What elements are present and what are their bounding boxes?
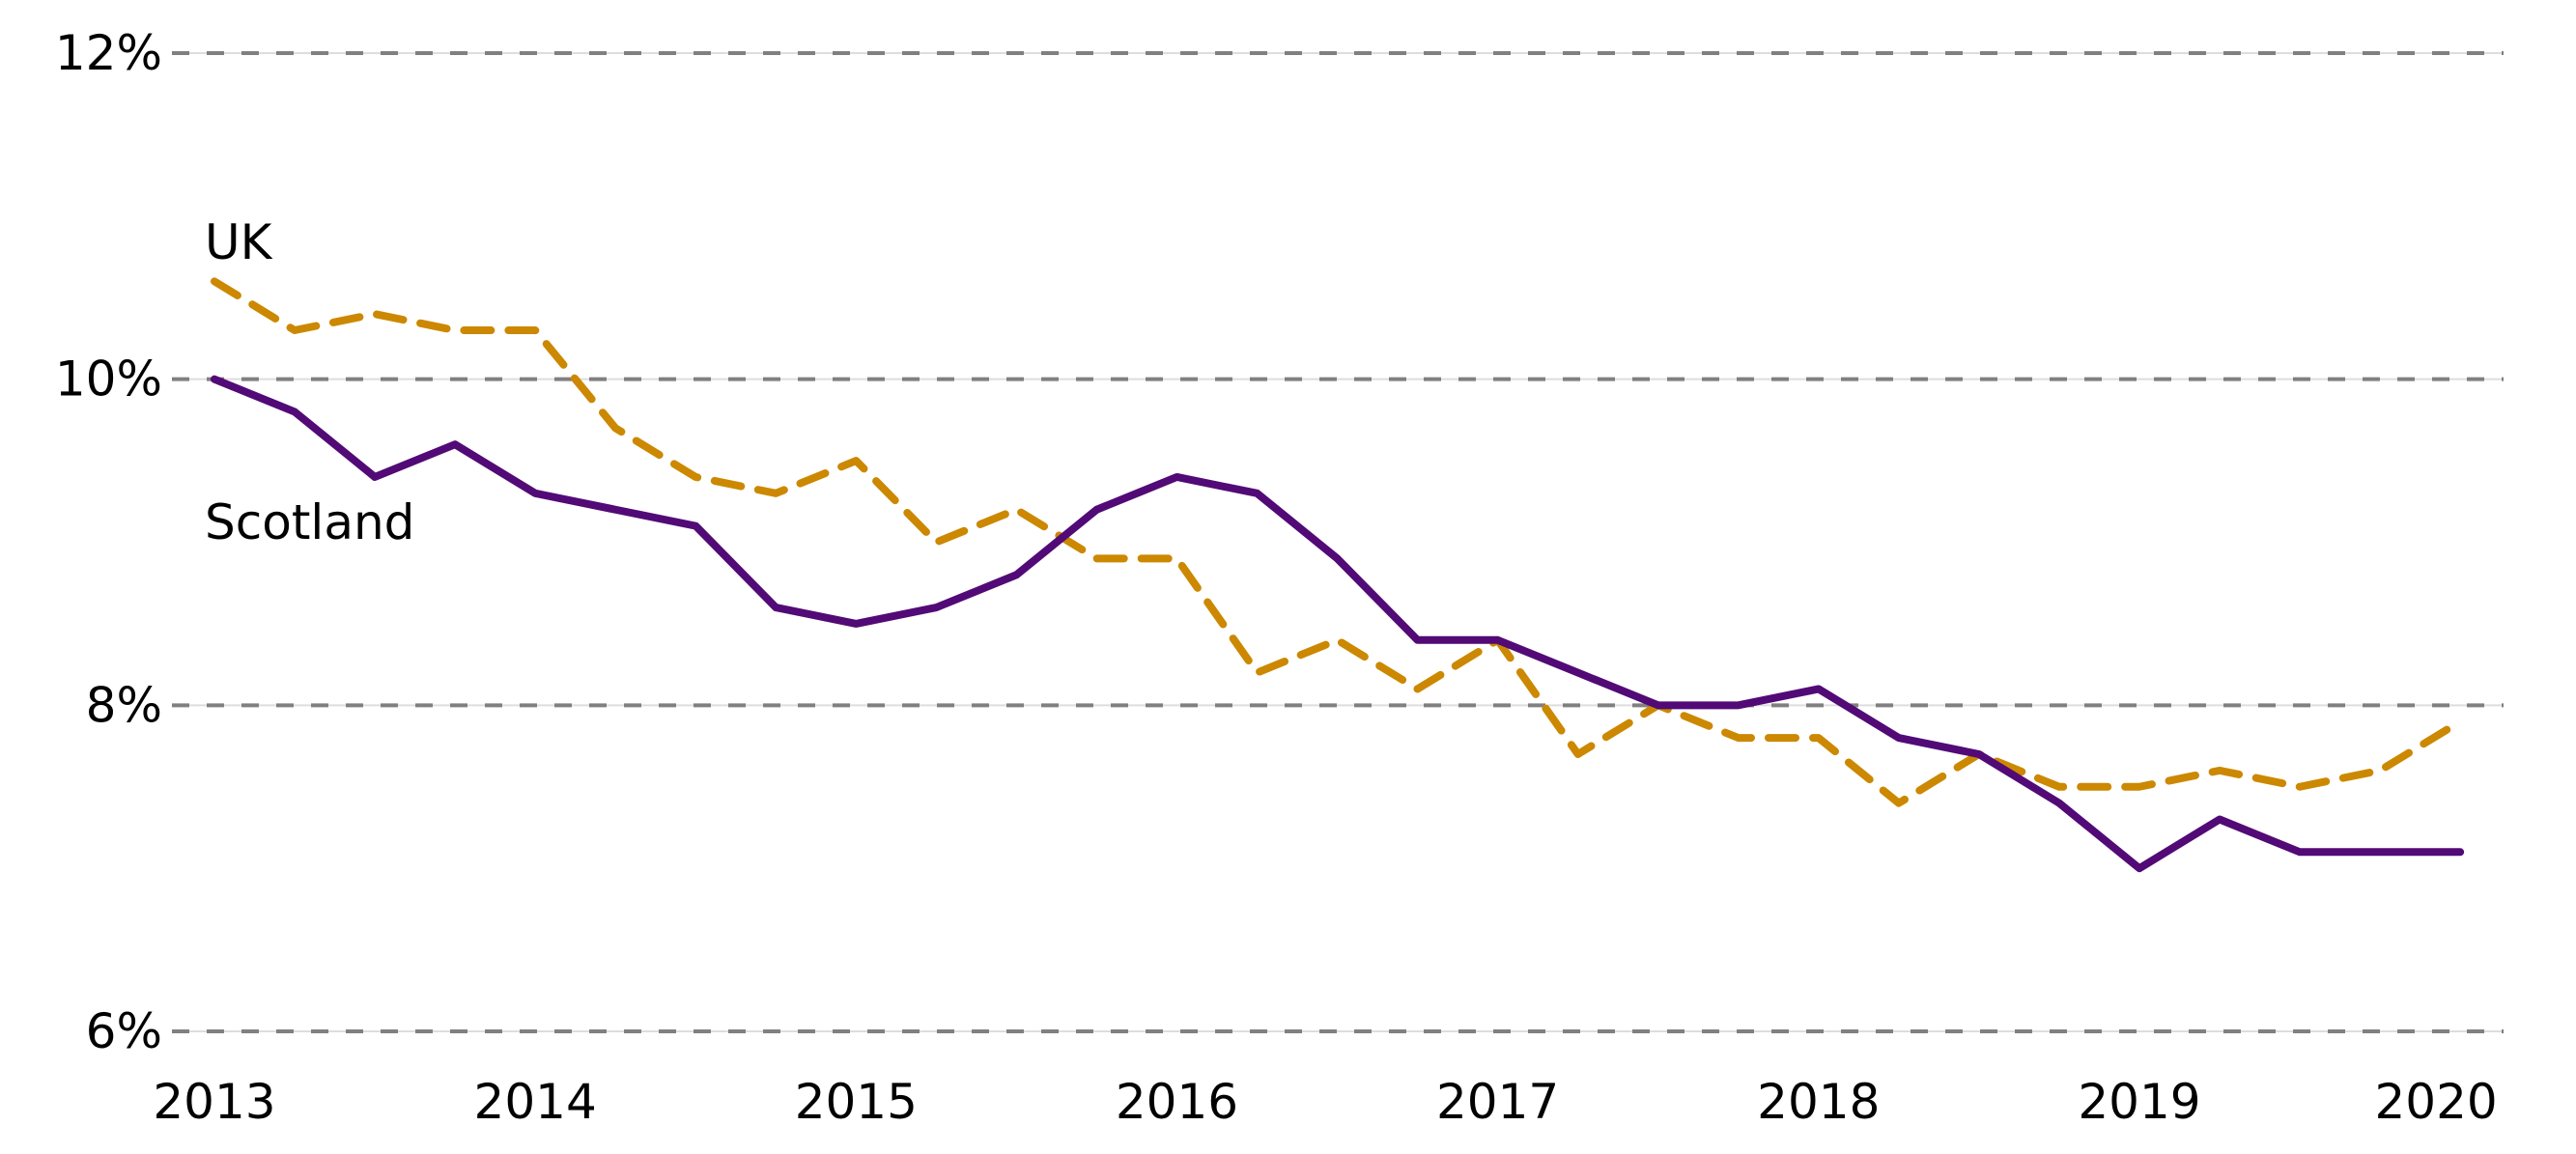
- x-tick-label: 2020: [2374, 1074, 2497, 1130]
- y-tick-label: 10%: [55, 352, 162, 408]
- x-tick-label: 2013: [153, 1074, 275, 1130]
- y-tick-label: 12%: [55, 25, 162, 81]
- x-tick-label: 2019: [2078, 1074, 2200, 1130]
- series-label-uk: UK: [205, 214, 273, 270]
- x-tick-label: 2014: [474, 1074, 597, 1130]
- x-axis-ticks: 2013 2014 2015 2016 2017 2018 2019 2020: [153, 1074, 2497, 1130]
- series-lines: [211, 277, 2465, 873]
- series-line-scotland: [211, 375, 2465, 873]
- x-tick-label: 2016: [1116, 1074, 1238, 1130]
- series-line-uk: [211, 277, 2465, 807]
- x-tick-label: 2018: [1757, 1074, 1880, 1130]
- x-tick-label: 2017: [1436, 1074, 1559, 1130]
- x-tick-label: 2015: [795, 1074, 918, 1130]
- y-tick-label: 8%: [86, 677, 162, 733]
- y-axis-ticks: 6% 8% 10% 12%: [55, 25, 162, 1059]
- series-label-scotland: Scotland: [205, 494, 414, 550]
- y-tick-label: 6%: [86, 1003, 162, 1059]
- gridlines: [172, 51, 2504, 1033]
